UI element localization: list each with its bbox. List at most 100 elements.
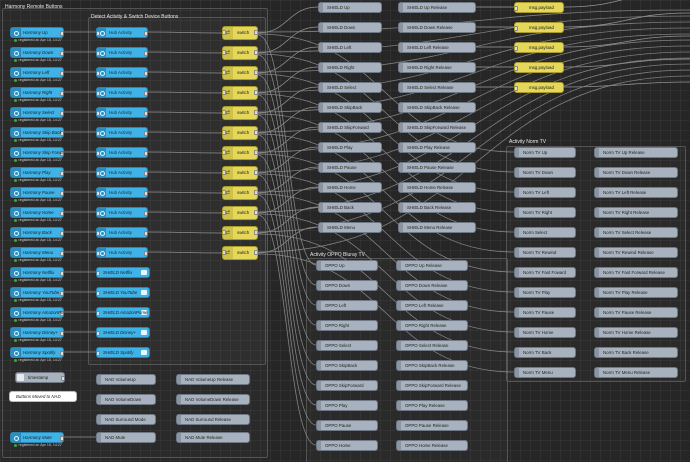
input-port[interactable]: [97, 331, 100, 336]
norm-release-norm-tv-rewind[interactable]: Norm TV Rewind Release: [594, 247, 678, 258]
input-port[interactable]: [515, 66, 518, 71]
output-port[interactable]: [60, 251, 63, 256]
norm-release-norm-tv-back[interactable]: Norm TV Back Release: [594, 347, 678, 358]
output-port[interactable]: [144, 151, 147, 156]
switch-node[interactable]: switch: [222, 106, 258, 120]
output-port[interactable]: [60, 131, 63, 136]
shield-release-shield-pause[interactable]: SHIELD Pause Release: [398, 162, 476, 173]
norm-release-norm-tv-down[interactable]: Norm TV Down Release: [594, 167, 678, 178]
group-harmony-remote-buttons[interactable]: [2, 8, 268, 458]
switch-node[interactable]: switch: [222, 226, 258, 240]
harmony-button-harmony-back[interactable]: Harmony Back: [10, 227, 64, 238]
input-port[interactable]: [223, 210, 226, 215]
oppo-release-oppo-pause[interactable]: OPPO Pause Release: [396, 420, 468, 431]
input-port[interactable]: [97, 191, 100, 196]
norm-cmd-norm-tv-fast-foward[interactable]: Norm TV Fast Foward: [514, 267, 576, 278]
nad-node-nad-mute[interactable]: NAD Mute: [96, 432, 156, 443]
oppo-release-oppo-play[interactable]: OPPO Play Release: [396, 400, 468, 411]
output-port[interactable]: [60, 351, 63, 356]
shield-release-shield-menu[interactable]: SHIELD Menu Release: [398, 222, 476, 233]
norm-release-norm-tv-menu[interactable]: Norm TV Menu Release: [594, 367, 678, 378]
msg-payload-node[interactable]: msg.payload: [514, 42, 564, 53]
output-port[interactable]: [254, 170, 257, 175]
norm-release-norm-tv-fast-foward[interactable]: Norm TV Fast Forward Release: [594, 267, 678, 278]
harmony-button-harmony-home[interactable]: Harmony Home: [10, 207, 64, 218]
oppo-cmd-oppo-skipforward[interactable]: OPPO SkipForward: [316, 380, 378, 391]
oppo-release-oppo-skipback[interactable]: OPPO SkipBack Release: [396, 360, 468, 371]
harmony-button-harmony-select[interactable]: Harmony Select: [10, 107, 64, 118]
output-port[interactable]: [254, 130, 257, 135]
oppo-cmd-oppo-pause[interactable]: OPPO Pause: [316, 420, 378, 431]
norm-cmd-norm-tv-home[interactable]: Norm TV Home: [514, 327, 576, 338]
norm-cmd-norm-tv-back[interactable]: Norm TV Back: [514, 347, 576, 358]
norm-cmd-norm-tv-pause[interactable]: Norm TV Pause: [514, 307, 576, 318]
norm-release-norm-tv-play[interactable]: Norm TV Play Release: [594, 287, 678, 298]
shield-app-shield-disney[interactable]: SHIELD Disney+: [96, 327, 150, 338]
input-port[interactable]: [97, 71, 100, 76]
input-port[interactable]: [97, 91, 100, 96]
group-activity-oppo[interactable]: [306, 258, 508, 462]
norm-cmd-norm-select[interactable]: Norm Select: [514, 227, 576, 238]
output-port[interactable]: [144, 211, 147, 216]
harmony-button-harmony-up[interactable]: Harmony Up: [10, 27, 64, 38]
oppo-cmd-oppo-left[interactable]: OPPO Left: [316, 300, 378, 311]
output-port[interactable]: [254, 70, 257, 75]
nad-node-nad-volumeup[interactable]: NAD VolumeUp: [96, 374, 156, 385]
input-port[interactable]: [97, 271, 100, 276]
harmony-button-mute[interactable]: Harmony Mute: [10, 432, 64, 443]
oppo-release-oppo-left[interactable]: OPPO Left Release: [396, 300, 468, 311]
oppo-release-oppo-select[interactable]: OPPO Select Release: [396, 340, 468, 351]
output-port[interactable]: [144, 231, 147, 236]
input-port[interactable]: [97, 111, 100, 116]
input-port[interactable]: [515, 86, 518, 91]
norm-release-norm-tv-left[interactable]: Norm TV Left Release: [594, 187, 678, 198]
shield-release-shield-left[interactable]: SHIELD Left Release: [398, 42, 476, 53]
msg-payload-node[interactable]: msg.payload: [514, 2, 564, 13]
oppo-cmd-oppo-home[interactable]: OPPO Home: [316, 440, 378, 451]
output-port[interactable]: [60, 331, 63, 336]
shield-cmd-shield-select[interactable]: SHIELD Select: [318, 82, 382, 93]
oppo-release-oppo-right[interactable]: OPPO Right Release: [396, 320, 468, 331]
switch-node[interactable]: switch: [222, 246, 258, 260]
nad-node-nad-volumedown[interactable]: NAD VolumeDown: [96, 394, 156, 405]
shield-app-shield-youtube[interactable]: SHIELD YouTube: [96, 287, 150, 298]
hub-activity-node[interactable]: Hub Activity: [96, 147, 148, 158]
shield-release-shield-play[interactable]: SHIELD Play Release: [398, 142, 476, 153]
harmony-button-harmony-skip-back[interactable]: Harmony Skip Back: [10, 127, 64, 138]
harmony-button-harmony-menu[interactable]: Harmony Menu: [10, 247, 64, 258]
harmony-button-harmony-spotify[interactable]: Harmony Spotify: [10, 347, 64, 358]
hub-activity-node[interactable]: Hub Activity: [96, 107, 148, 118]
shield-cmd-shield-pause[interactable]: SHIELD Pause: [318, 162, 382, 173]
norm-cmd-norm-tv-down[interactable]: Norm TV Down: [514, 167, 576, 178]
input-port[interactable]: [223, 90, 226, 95]
output-port[interactable]: [60, 211, 63, 216]
input-port[interactable]: [223, 170, 226, 175]
norm-release-norm-select[interactable]: Norm TV Select Release: [594, 227, 678, 238]
input-port[interactable]: [97, 291, 100, 296]
output-port[interactable]: [60, 111, 63, 116]
shield-cmd-shield-right[interactable]: SHIELD Right: [318, 62, 382, 73]
shield-release-shield-up[interactable]: SHIELD Up Release: [398, 2, 476, 13]
input-port[interactable]: [223, 250, 226, 255]
oppo-cmd-oppo-up[interactable]: OPPO Up: [316, 260, 378, 271]
msg-payload-node[interactable]: msg.payload: [514, 22, 564, 33]
output-port[interactable]: [60, 271, 63, 276]
hub-activity-node[interactable]: Hub Activity: [96, 87, 148, 98]
output-port[interactable]: [60, 436, 63, 441]
shield-release-shield-down[interactable]: SHIELD Down Release: [398, 22, 476, 33]
output-port[interactable]: [60, 171, 63, 176]
harmony-button-harmony-amazonprime[interactable]: Harmony AmazonPrime: [10, 307, 64, 318]
output-port[interactable]: [254, 210, 257, 215]
norm-release-norm-tv-right[interactable]: Norm TV Right Release: [594, 207, 678, 218]
oppo-cmd-oppo-play[interactable]: OPPO Play: [316, 400, 378, 411]
norm-release-norm-tv-pause[interactable]: Norm TV Pause Release: [594, 307, 678, 318]
input-port[interactable]: [97, 51, 100, 56]
output-port[interactable]: [254, 50, 257, 55]
output-port[interactable]: [144, 51, 147, 56]
timestamp-inject-node[interactable]: timestamp: [15, 372, 65, 383]
input-port[interactable]: [97, 231, 100, 236]
harmony-button-harmony-youtube[interactable]: Harmony YouTube: [10, 287, 64, 298]
harmony-button-harmony-down[interactable]: Harmony Down: [10, 47, 64, 58]
harmony-button-harmony-right[interactable]: Harmony Right: [10, 87, 64, 98]
input-port[interactable]: [97, 171, 100, 176]
